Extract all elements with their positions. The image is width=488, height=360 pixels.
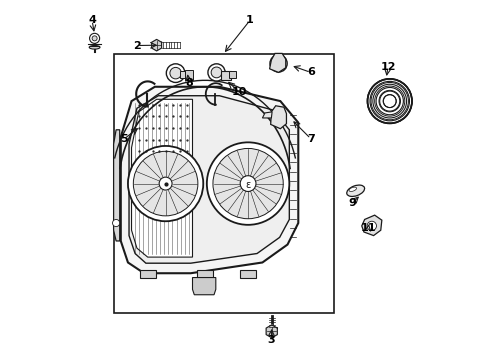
Polygon shape xyxy=(131,99,192,257)
Ellipse shape xyxy=(346,185,364,197)
Bar xyxy=(185,69,192,80)
Circle shape xyxy=(112,220,120,226)
Polygon shape xyxy=(121,87,298,273)
Polygon shape xyxy=(361,215,381,235)
Text: 12: 12 xyxy=(379,62,395,72)
Circle shape xyxy=(207,64,224,81)
Circle shape xyxy=(366,221,376,230)
Text: 3: 3 xyxy=(267,334,275,345)
Circle shape xyxy=(169,67,181,79)
Text: 6: 6 xyxy=(306,67,314,77)
Text: 9: 9 xyxy=(347,198,355,208)
Text: 2: 2 xyxy=(133,41,141,50)
Bar xyxy=(113,54,333,313)
Polygon shape xyxy=(151,40,161,51)
Circle shape xyxy=(269,55,286,72)
Circle shape xyxy=(89,33,100,43)
Bar xyxy=(229,71,235,78)
Circle shape xyxy=(273,58,284,69)
Polygon shape xyxy=(269,53,285,72)
Polygon shape xyxy=(192,278,215,295)
Text: 11: 11 xyxy=(360,224,375,233)
Polygon shape xyxy=(265,325,277,338)
Text: ε: ε xyxy=(245,180,250,190)
Circle shape xyxy=(240,176,255,192)
Circle shape xyxy=(159,177,172,190)
Bar xyxy=(221,71,231,80)
Ellipse shape xyxy=(348,187,356,192)
Polygon shape xyxy=(262,112,271,118)
Bar xyxy=(197,270,212,278)
Bar xyxy=(180,71,187,78)
Text: 5: 5 xyxy=(121,134,128,144)
Ellipse shape xyxy=(89,45,100,49)
Polygon shape xyxy=(113,130,120,241)
Text: 7: 7 xyxy=(306,134,314,144)
Circle shape xyxy=(133,151,198,216)
Circle shape xyxy=(211,67,222,78)
Circle shape xyxy=(128,146,203,221)
Text: 10: 10 xyxy=(231,87,246,97)
Polygon shape xyxy=(270,106,286,129)
Circle shape xyxy=(166,64,184,82)
Polygon shape xyxy=(129,96,289,263)
Circle shape xyxy=(206,142,289,225)
Circle shape xyxy=(367,79,411,123)
Circle shape xyxy=(212,148,283,219)
Bar xyxy=(240,270,255,278)
Text: 4: 4 xyxy=(88,15,96,26)
Bar xyxy=(140,270,155,278)
Circle shape xyxy=(92,36,97,41)
Text: 1: 1 xyxy=(245,15,253,26)
Text: 8: 8 xyxy=(184,78,192,88)
